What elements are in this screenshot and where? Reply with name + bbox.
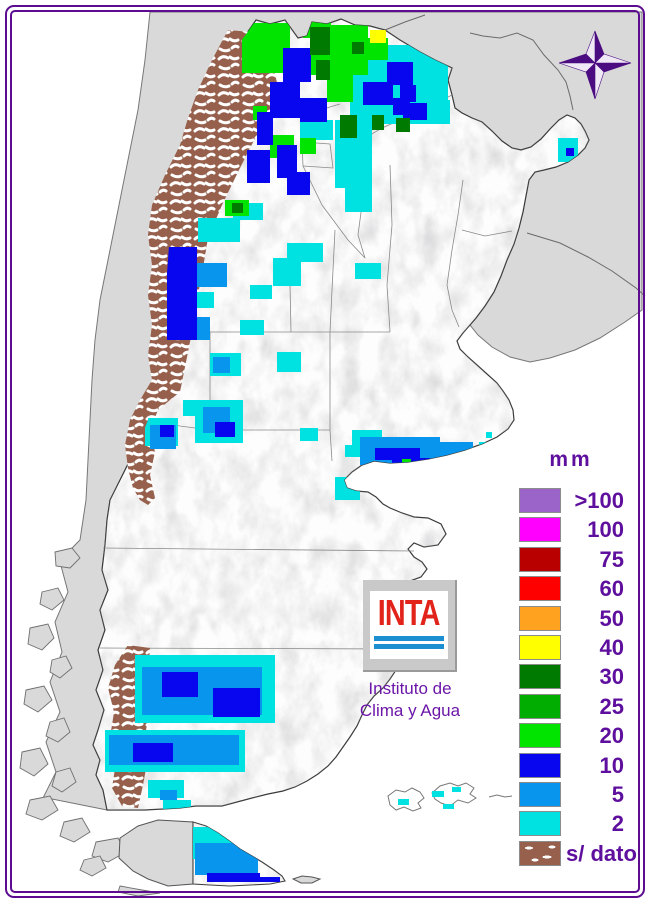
legend-label: 25 [599, 693, 624, 719]
compass-rose-icon [558, 30, 632, 100]
legend-label: 60 [599, 576, 624, 602]
legend-swatch [519, 634, 561, 660]
legend-item: 2 [519, 811, 639, 837]
legend-label: >100 [574, 488, 624, 513]
precip-30mm [232, 27, 410, 213]
legend-swatch [519, 517, 561, 543]
legend-item: 75 [519, 546, 639, 572]
legend-item: s/ dato [519, 840, 639, 866]
legend-label: 2 [611, 811, 624, 837]
precipitation-layer [105, 19, 578, 882]
legend-swatch [519, 752, 561, 778]
legend-item: 60 [519, 576, 639, 602]
isla-de-los-estados [291, 875, 322, 884]
legend-swatch [519, 546, 561, 572]
inta-logo-inner: INTA [370, 591, 448, 659]
foreign-country-borders [384, 14, 646, 297]
legend-swatch [519, 693, 561, 719]
inta-logo-acronym: INTA [378, 592, 441, 633]
legend-swatch [519, 723, 561, 749]
tierra-del-fuego-chile [118, 819, 194, 887]
inta-logo-box: INTA [363, 580, 457, 672]
legend-swatch [519, 840, 561, 866]
precip-40mm [370, 30, 386, 43]
legend: mm >100 100 75 60 50 40 30 25 20 10 5 2 s/ dato [519, 448, 639, 870]
legend-swatch [519, 781, 561, 807]
logo-subtitle-line1: Instituto de [368, 679, 452, 698]
legend-items: >100 100 75 60 50 40 30 25 20 10 5 2 s/ dato [519, 488, 639, 866]
legend-label: 5 [611, 781, 624, 807]
legend-item: 20 [519, 723, 639, 749]
legend-swatch [519, 576, 561, 602]
legend-label: 75 [599, 546, 624, 572]
legend-item: 25 [519, 693, 639, 719]
inta-logo-stripe [374, 636, 444, 641]
legend-label: 20 [599, 723, 624, 749]
malvinas-islands [387, 782, 513, 812]
legend-swatch [519, 605, 561, 631]
legend-item: 5 [519, 781, 639, 807]
legend-item: 40 [519, 634, 639, 660]
legend-label: 100 [587, 517, 624, 543]
inta-logo-stripe [374, 644, 444, 649]
inta-logo: INTA Instituto de Clima y Agua [360, 580, 460, 722]
malvinas-precip-2mm [398, 787, 461, 809]
legend-item: >100 [519, 488, 639, 513]
inta-logo-subtitle: Instituto de Clima y Agua [340, 678, 480, 722]
legend-item: 50 [519, 605, 639, 631]
legend-label: 30 [599, 664, 624, 690]
legend-title: mm [549, 448, 593, 471]
legend-item: 10 [519, 752, 639, 778]
legend-label: s/ dato [566, 840, 637, 866]
legend-item: 30 [519, 664, 639, 690]
logo-subtitle-line2: Clima y Agua [359, 701, 461, 720]
legend-label: 10 [599, 752, 624, 778]
legend-label: 40 [599, 634, 624, 660]
chilean-islands [19, 547, 169, 897]
legend-swatch [519, 811, 561, 837]
legend-swatch [519, 488, 561, 513]
legend-item: 100 [519, 517, 639, 543]
legend-swatch [519, 664, 561, 690]
neighbor-countries-region [19, 11, 643, 897]
legend-label: 50 [599, 605, 624, 631]
